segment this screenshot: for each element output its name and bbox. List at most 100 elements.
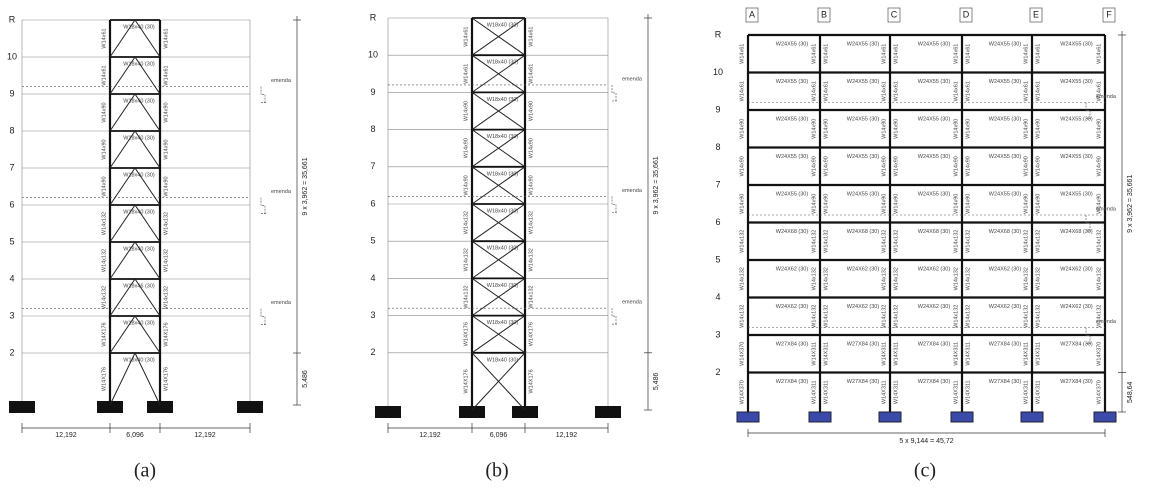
column-label: W14x90: [811, 156, 817, 176]
caption: (c): [914, 460, 936, 482]
column-label: W14X176: [101, 367, 107, 391]
beam-label: W24X68 (30): [776, 229, 809, 235]
brace: [134, 19, 161, 58]
column-label: W14x132: [811, 305, 817, 328]
beam-label: W18x40 (30): [487, 246, 519, 252]
level-label: 3: [9, 310, 14, 320]
column-label: W14x90: [953, 119, 959, 139]
beam-label: W18x40 (30): [487, 208, 519, 214]
column-label: W14x61: [953, 81, 959, 101]
beam-label: W24X55 (30): [776, 116, 809, 122]
beam-label: W24X55 (30): [847, 191, 880, 197]
brace: [471, 352, 526, 411]
column-label: W14x61: [1035, 81, 1041, 101]
beam-label: W24X68 (30): [1060, 229, 1093, 235]
column-label: W14x132: [101, 286, 107, 309]
grid-label: B: [821, 9, 827, 19]
column-label: W14x132: [1035, 230, 1041, 253]
column-label: W14x132: [1023, 230, 1029, 253]
beam-label: W24X55 (30): [847, 154, 880, 160]
beam-label: W24X62 (30): [847, 266, 880, 272]
column-label: W14X311: [1035, 380, 1041, 404]
brace: [109, 130, 136, 169]
grid-label: F: [1106, 9, 1112, 19]
beam-label: W24X62 (30): [776, 266, 809, 272]
column-label: W14x90: [163, 102, 169, 122]
column-label: W14x90: [463, 138, 469, 158]
beam-label: W18x40 (30): [487, 171, 519, 177]
grid-bubble: [1102, 7, 1116, 23]
footing: [1093, 411, 1117, 423]
splice-mark: [611, 196, 618, 213]
beam-label: W24X55 (30): [776, 79, 809, 85]
column-label: W14x90: [1035, 119, 1041, 139]
column-label: W14x132: [823, 305, 829, 328]
beam-label: W27X84 (30): [776, 341, 809, 347]
column-label: W14x132: [881, 230, 887, 253]
column-label: W14x132: [953, 267, 959, 290]
brace: [109, 204, 136, 243]
column-label: W14x132: [811, 267, 817, 290]
beam-label: W24X55 (30): [989, 154, 1022, 160]
column-label: W14x61: [823, 44, 829, 64]
column-label: W14x90: [1096, 194, 1102, 214]
beam-label: W24X55 (30): [847, 41, 880, 47]
column-label: W14x132: [1096, 267, 1102, 290]
column-label: W14x90: [101, 176, 107, 196]
level-label: 4: [715, 292, 720, 302]
level-label: 4: [9, 273, 14, 283]
column-label: W14x132: [965, 230, 971, 253]
column-label: W14X311: [823, 342, 829, 366]
column-label: W14x132: [893, 305, 899, 328]
level-label: 4: [370, 273, 375, 283]
column-label: W14x90: [1035, 156, 1041, 176]
brace: [471, 203, 526, 242]
column-label: W14x132: [811, 230, 817, 253]
splice-mark: [1085, 102, 1092, 119]
beam-label: W24X62 (30): [847, 304, 880, 310]
beam-label: W18x40 (30): [123, 24, 155, 30]
column-label: W14x132: [1035, 267, 1041, 290]
level-label: 2: [9, 347, 14, 357]
column-label: W14X311: [965, 380, 971, 404]
level-label: 7: [9, 162, 14, 172]
level-label: 8: [9, 125, 14, 135]
span-dimension: 5 x 9,144 = 45,72: [899, 438, 953, 445]
column-label: W14x61: [739, 81, 745, 101]
beam-label: W27X84 (30): [1060, 341, 1093, 347]
column-label: W14x132: [101, 212, 107, 235]
brace: [134, 130, 161, 169]
beam-label: W24X62 (30): [1060, 304, 1093, 310]
column-label: W14x90: [811, 119, 817, 139]
column-label: W14X176: [528, 322, 534, 346]
column-label: W14x90: [528, 175, 534, 195]
column-label: W14x90: [463, 101, 469, 121]
beam-label: W24X55 (30): [776, 191, 809, 197]
brace: [134, 278, 161, 317]
beam-label: W18x40 (30): [123, 98, 155, 104]
column-label: W14X370: [1096, 342, 1102, 366]
column-label: W14x61: [965, 44, 971, 64]
brace: [109, 167, 136, 206]
column-label: W14X176: [463, 369, 469, 393]
column-label: W14x132: [163, 286, 169, 309]
column-label: W14x90: [811, 194, 817, 214]
level-label: 2: [370, 347, 375, 357]
brace: [134, 56, 161, 95]
brace: [471, 17, 526, 56]
brace: [134, 241, 161, 280]
beam-label: W24X55 (30): [989, 41, 1022, 47]
column-label: W14X311: [1035, 342, 1041, 366]
column-label: W14x90: [1023, 156, 1029, 176]
column-label: W14x132: [965, 305, 971, 328]
splice-label: emenda: [271, 300, 292, 306]
splice-label: emenda: [622, 188, 643, 194]
column-label: W14X311: [811, 380, 817, 404]
level-label: 6: [715, 217, 720, 227]
splice-label: emenda: [622, 76, 643, 82]
beam-label: W27X84 (30): [847, 379, 880, 385]
column-label: W14x90: [101, 139, 107, 159]
level-label: 3: [370, 310, 375, 320]
column-label: W14x132: [739, 267, 745, 290]
grid-bubble: [887, 7, 901, 23]
